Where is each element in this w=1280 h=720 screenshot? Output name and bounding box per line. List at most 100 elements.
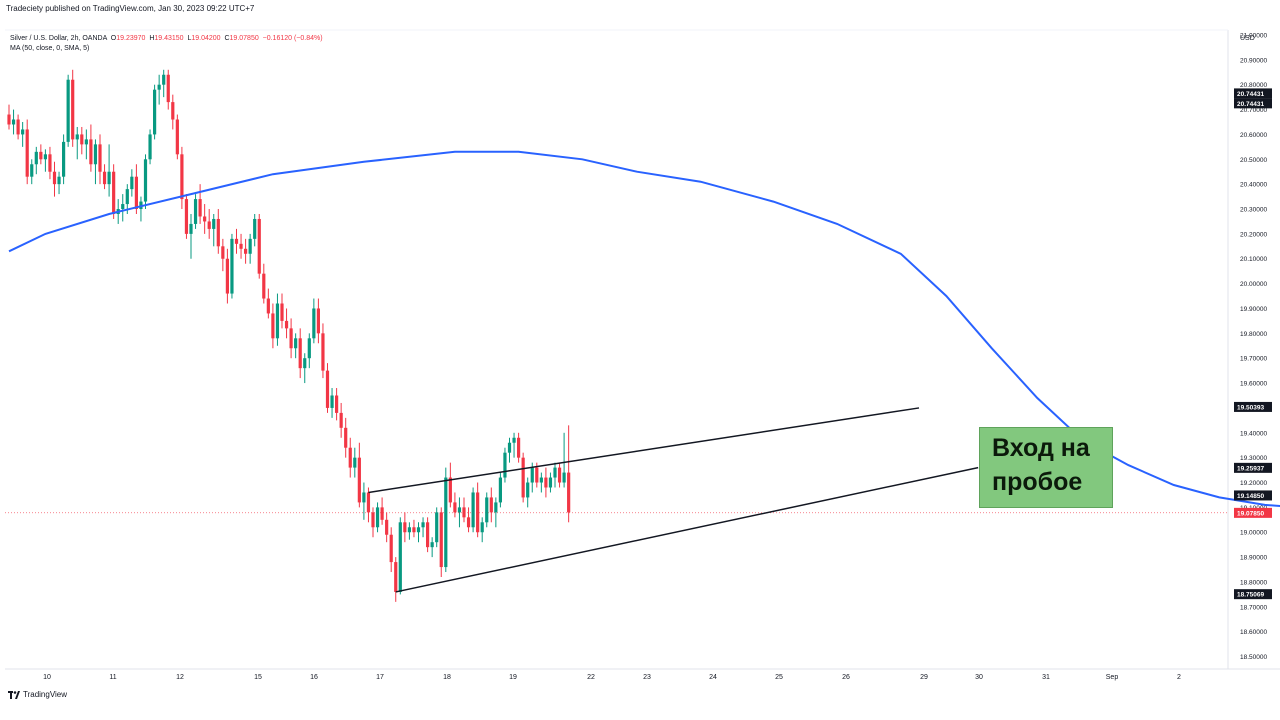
candle-body <box>307 338 311 359</box>
candle-body <box>517 437 521 458</box>
candle-body <box>489 497 493 513</box>
last-price-badge <box>1234 507 1272 518</box>
candle-body <box>330 395 334 408</box>
price-tick-label: 18.90000 <box>1240 555 1267 562</box>
candle-body <box>25 129 29 177</box>
candle-body <box>403 522 407 533</box>
candle-body <box>43 154 47 160</box>
candle-body <box>275 303 280 339</box>
candle-body <box>471 492 475 528</box>
candle-body <box>435 512 439 543</box>
price-tick-label: 19.90000 <box>1240 306 1267 313</box>
candle-body <box>312 308 316 339</box>
price-tick-label: 18.70000 <box>1240 604 1267 611</box>
price-tick-label: 20.30000 <box>1240 207 1267 214</box>
footer-brand[interactable]: TradingView <box>8 690 67 699</box>
price-tick-label: 20.60000 <box>1240 132 1267 139</box>
price-level-badge <box>1234 490 1272 501</box>
candle-body <box>335 395 339 413</box>
callout-line-1: Вход на <box>992 434 1090 462</box>
candle-body <box>325 370 330 408</box>
candle-body <box>444 477 448 568</box>
price-level-badge-label: 19.07850 <box>1237 510 1264 517</box>
candle-body <box>52 171 57 185</box>
candle-body <box>239 243 243 249</box>
publisher-line: Tradeciety published on TradingView.com,… <box>6 4 255 13</box>
indicator-label[interactable]: MA (50, close, 0, SMA, 5) <box>10 45 90 52</box>
candle-body <box>321 333 325 371</box>
price-tick-label: 20.50000 <box>1240 157 1267 164</box>
symbol-label[interactable]: Silver / U.S. Dollar, 2h, OANDA <box>10 35 107 42</box>
close-label: C <box>224 35 230 42</box>
time-tick-label: 23 <box>643 674 651 681</box>
candle-body <box>230 238 234 294</box>
candle-body <box>303 358 307 369</box>
price-tick-label: 18.60000 <box>1240 629 1267 636</box>
price-level-badge-label: 18.75069 <box>1237 592 1264 599</box>
candle-body <box>416 527 421 533</box>
time-tick-label: 31 <box>1042 674 1050 681</box>
time-tick-label: 17 <box>376 674 384 681</box>
price-tick-label: 19.20000 <box>1240 480 1267 487</box>
candle-body <box>289 328 293 349</box>
candle-body <box>453 502 457 513</box>
candle-body <box>385 519 389 535</box>
candle-body <box>121 204 125 210</box>
candle-body <box>494 502 498 513</box>
candle-body <box>348 447 352 468</box>
candle-body <box>353 457 357 468</box>
candle-body <box>298 338 302 369</box>
candle-body <box>480 522 484 533</box>
price-tick-label: 20.10000 <box>1240 256 1267 263</box>
price-tick-label: 20.40000 <box>1240 182 1267 189</box>
candle-body <box>80 134 84 145</box>
time-tick-label: 25 <box>775 674 783 681</box>
candle-body <box>507 442 512 453</box>
wedge-lower-trendline <box>395 466 979 593</box>
candle-body <box>389 534 393 563</box>
candle-body <box>398 522 402 592</box>
candle-body <box>143 159 148 202</box>
ohlc-legend-line: Silver / U.S. Dollar, 2h, OANDA O19.2397… <box>10 34 323 44</box>
candle-body <box>316 308 320 334</box>
candle-body <box>48 154 52 172</box>
low-label: L <box>187 35 192 42</box>
time-tick-label: 22 <box>587 674 595 681</box>
candle-body <box>339 412 343 428</box>
candle-body <box>21 129 25 135</box>
candle-body <box>426 522 430 548</box>
open-label: O <box>110 35 117 42</box>
candle-body <box>562 472 566 483</box>
open-value: 19.23970 <box>116 35 146 42</box>
time-tick-label: 29 <box>920 674 928 681</box>
price-tick-label: 19.00000 <box>1240 530 1267 537</box>
candle-body <box>512 437 516 443</box>
price-level-badge <box>1234 98 1272 109</box>
time-tick-label: 18 <box>443 674 451 681</box>
price-tick-label: 19.40000 <box>1240 430 1267 437</box>
candle-body <box>102 171 107 185</box>
candle-body <box>262 273 266 299</box>
candle-body <box>557 467 562 483</box>
price-tick-label: 20.20000 <box>1240 231 1267 238</box>
candle-body <box>530 467 534 483</box>
price-tick-label: 18.50000 <box>1240 654 1267 661</box>
tradingview-logo-icon <box>8 690 20 699</box>
candle-body <box>221 246 225 259</box>
candle-body <box>30 164 34 177</box>
candle-body <box>448 477 452 503</box>
price-level-badge <box>1234 589 1272 600</box>
candle-body <box>526 482 530 498</box>
candle-body <box>157 84 161 90</box>
candle-body <box>112 171 116 214</box>
candle-body <box>412 527 416 533</box>
candle-body <box>39 151 43 160</box>
price-level-badge-label: 19.25937 <box>1237 465 1264 472</box>
price-tick-label: 19.70000 <box>1240 356 1267 363</box>
price-level-badge <box>1234 401 1272 412</box>
candle-body <box>71 79 75 140</box>
price-axis-currency: USD <box>1240 35 1255 42</box>
candle-body <box>535 467 539 483</box>
candle-body <box>257 218 261 274</box>
